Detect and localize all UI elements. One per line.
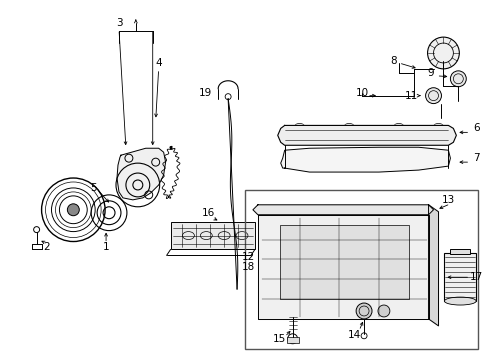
Text: 7: 7 [472,153,479,163]
Bar [279,225,408,299]
Bar [449,249,469,255]
Circle shape [385,207,390,213]
Text: 10: 10 [355,88,368,98]
Circle shape [279,207,285,213]
Text: 17: 17 [468,272,482,282]
Circle shape [402,207,408,213]
Text: 12: 12 [241,252,254,262]
Ellipse shape [444,297,475,305]
Text: 1: 1 [102,243,109,252]
Bar [244,190,477,349]
Ellipse shape [426,129,446,142]
Polygon shape [117,148,165,200]
Text: 5: 5 [90,183,96,193]
Ellipse shape [299,129,319,142]
Bar [286,337,298,343]
Text: 18: 18 [241,262,254,272]
Polygon shape [280,147,449,172]
Circle shape [367,207,373,213]
Circle shape [314,207,320,213]
Bar [444,253,475,301]
Text: 19: 19 [198,88,211,98]
Polygon shape [427,205,438,326]
Circle shape [349,207,355,213]
Polygon shape [257,215,427,319]
Text: 2: 2 [43,243,50,252]
Circle shape [449,71,466,87]
Bar [170,222,254,249]
Text: 3: 3 [116,18,122,28]
Circle shape [427,37,458,69]
Text: 16: 16 [201,208,214,218]
Circle shape [425,88,441,104]
Text: 14: 14 [347,330,360,340]
Text: 11: 11 [404,91,417,101]
Ellipse shape [331,129,350,142]
Circle shape [67,204,79,216]
Polygon shape [277,125,455,145]
Text: 6: 6 [472,123,479,134]
Polygon shape [252,205,433,215]
Ellipse shape [362,129,382,142]
Ellipse shape [394,129,414,142]
Circle shape [377,305,389,317]
Text: 9: 9 [427,68,433,78]
Circle shape [420,207,426,213]
Circle shape [355,303,371,319]
Text: 13: 13 [441,195,454,205]
Circle shape [262,207,267,213]
Text: 15: 15 [272,334,286,344]
Circle shape [297,207,303,213]
Text: 4: 4 [155,58,162,68]
Text: 8: 8 [390,56,396,66]
Circle shape [332,207,338,213]
